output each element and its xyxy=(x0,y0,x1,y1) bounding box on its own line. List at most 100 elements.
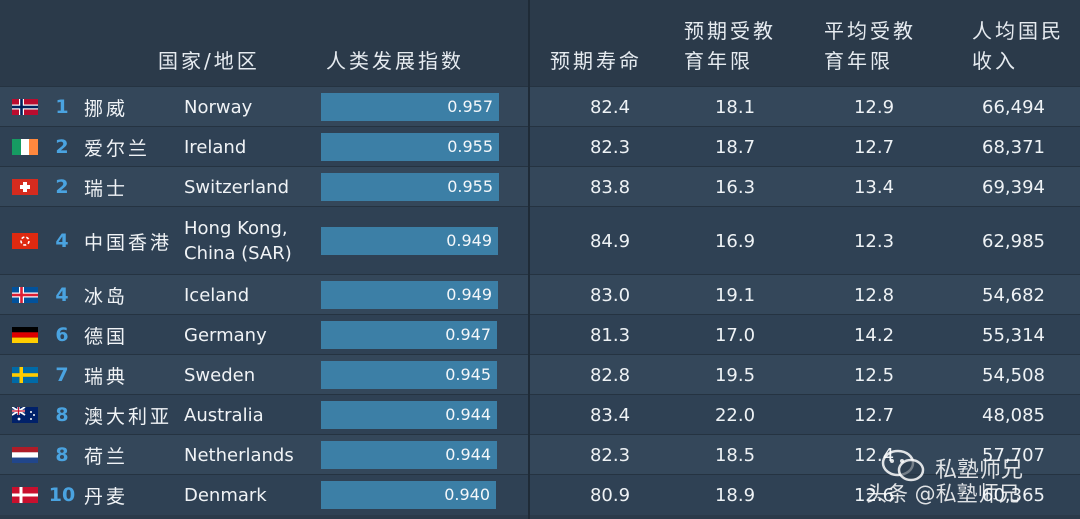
table-row: 8 荷兰 Netherlands 0.944 82.3 18.5 12.4 57,707 xyxy=(0,434,1080,475)
expected-schooling-value: 16.9 xyxy=(714,230,756,252)
country-name-en: Hong Kong, China (SAR) xyxy=(184,218,292,264)
mean-schooling-value: 12.8 xyxy=(853,284,895,306)
hdi-value-label: 0.945 xyxy=(445,365,491,384)
gni-value: 54,682 xyxy=(982,284,1045,306)
country-name-cn: 澳大利亚 xyxy=(84,405,173,428)
country-name-en: Australia xyxy=(184,404,264,426)
wechat-icon xyxy=(881,449,925,482)
rank-label: 2 xyxy=(55,136,69,158)
expected-schooling-value: 18.5 xyxy=(714,444,756,466)
country-name-cn: 瑞士 xyxy=(84,177,129,200)
country-name-en: Switzerland xyxy=(184,176,289,198)
mean-schooling-value: 12.3 xyxy=(853,230,895,252)
hdi-value-label: 0.949 xyxy=(446,285,492,304)
mean-schooling-value: 12.5 xyxy=(853,364,895,386)
hdi-bar: 0.940 xyxy=(321,481,496,509)
mean-schooling-value: 12.7 xyxy=(853,136,895,158)
hdi-bar: 0.949 xyxy=(321,281,498,309)
hdi-bar-cell: 0.947 xyxy=(321,315,499,355)
rank-label: 8 xyxy=(55,444,69,466)
hdi-bar-cell: 0.940 xyxy=(321,475,499,515)
header-expected-schooling: 预期受教 育年限 xyxy=(684,19,776,73)
mean-schooling-value: 14.2 xyxy=(853,324,895,346)
mean-schooling-value: 12.9 xyxy=(853,96,895,118)
country-name-en: Norway xyxy=(184,96,253,118)
hdi-bar: 0.947 xyxy=(321,321,497,349)
rank-label: 10 xyxy=(48,484,76,506)
life-expectancy-value: 82.3 xyxy=(589,444,631,466)
country-name-cn: 冰岛 xyxy=(84,285,129,308)
country-name-en: Netherlands xyxy=(184,444,294,466)
life-expectancy-value: 82.4 xyxy=(589,96,631,118)
life-expectancy-value: 82.3 xyxy=(589,136,631,158)
hdi-bar-cell: 0.955 xyxy=(321,167,499,207)
expected-schooling-value: 18.1 xyxy=(714,96,756,118)
expected-schooling-value: 18.7 xyxy=(714,136,756,158)
expected-schooling-value: 18.9 xyxy=(714,484,756,506)
table-row: 6 德国 Germany 0.947 81.3 17.0 14.2 55,314 xyxy=(0,314,1080,355)
rank-label: 4 xyxy=(55,230,69,252)
gni-value: 55,314 xyxy=(982,324,1045,346)
expected-schooling-value: 19.5 xyxy=(714,364,756,386)
australia-flag-icon xyxy=(12,407,38,423)
hdi-bar: 0.955 xyxy=(321,173,499,201)
header-hdi: 人类发展指数 xyxy=(326,49,464,73)
hdi-bar: 0.945 xyxy=(321,361,497,389)
life-expectancy-value: 81.3 xyxy=(589,324,631,346)
rank-label: 6 xyxy=(55,324,69,346)
life-expectancy-value: 83.4 xyxy=(589,404,631,426)
table-header: 国家/地区 人类发展指数 预期寿命 预期受教 育年限 平均受教 育年限 人均国民… xyxy=(0,0,1080,86)
hdi-value-label: 0.940 xyxy=(444,485,490,504)
hdi-bar-cell: 0.944 xyxy=(321,435,499,475)
hdi-bar: 0.955 xyxy=(321,133,499,161)
country-name-cn: 丹麦 xyxy=(84,485,129,508)
hdi-bar: 0.949 xyxy=(321,227,498,255)
table-row: 4 冰岛 Iceland 0.949 83.0 19.1 12.8 54,682 xyxy=(0,274,1080,315)
hdi-value-label: 0.944 xyxy=(445,445,491,464)
gni-value: 48,085 xyxy=(982,404,1045,426)
watermark-handle: 头条 @私塾师兄 xyxy=(866,482,1020,506)
country-name-en: Denmark xyxy=(184,484,267,506)
hongkong-flag-icon xyxy=(12,233,38,249)
rank-label: 8 xyxy=(55,404,69,426)
expected-schooling-value: 16.3 xyxy=(714,176,756,198)
header-mean-schooling: 平均受教 育年限 xyxy=(824,19,916,73)
gni-value: 57,707 xyxy=(982,444,1045,466)
life-expectancy-value: 84.9 xyxy=(589,230,631,252)
hdi-bar-cell: 0.944 xyxy=(321,395,499,435)
gni-value: 69,394 xyxy=(982,176,1045,198)
rank-label: 1 xyxy=(55,96,69,118)
table-row: 4 中国香港 Hong Kong, China (SAR) 0.949 84.9 16.9… xyxy=(0,206,1080,275)
norway-flag-icon xyxy=(12,99,38,115)
country-name-cn: 爱尔兰 xyxy=(84,137,151,160)
table-row: 2 瑞士 Switzerland 0.955 83.8 16.3 13.4 69,394 xyxy=(0,166,1080,207)
hdi-bar-cell: 0.955 xyxy=(321,127,499,167)
country-name-en: Germany xyxy=(184,324,267,346)
gni-value: 54,508 xyxy=(982,364,1045,386)
hdi-value-label: 0.949 xyxy=(446,231,492,250)
table-row: 8 澳大利亚 Australia 0.944 83.4 22.0 12.7 48,085 xyxy=(0,394,1080,435)
hdi-bar-cell: 0.945 xyxy=(321,355,499,395)
gni-value: 62,985 xyxy=(982,230,1045,252)
country-name-cn: 德国 xyxy=(84,325,129,348)
life-expectancy-value: 80.9 xyxy=(589,484,631,506)
hdi-bar-cell: 0.949 xyxy=(321,275,499,315)
expected-schooling-value: 22.0 xyxy=(714,404,756,426)
hdi-value-label: 0.955 xyxy=(447,177,493,196)
table-row: 7 瑞典 Sweden 0.945 82.8 19.5 12.5 54,508 xyxy=(0,354,1080,395)
country-name-cn: 挪威 xyxy=(84,97,129,120)
rank-label: 2 xyxy=(55,176,69,198)
table-row: 1 挪威 Norway 0.957 82.4 18.1 12.9 66,494 xyxy=(0,86,1080,127)
gni-value: 60,365 xyxy=(982,484,1045,506)
country-name-cn: 荷兰 xyxy=(84,445,129,468)
column-divider xyxy=(528,0,530,519)
expected-schooling-value: 17.0 xyxy=(714,324,756,346)
rank-label: 4 xyxy=(55,284,69,306)
hdi-bar-cell: 0.949 xyxy=(321,207,499,275)
hdi-value-label: 0.947 xyxy=(445,325,491,344)
mean-schooling-value: 12.7 xyxy=(853,404,895,426)
expected-schooling-value: 19.1 xyxy=(714,284,756,306)
life-expectancy-value: 83.0 xyxy=(589,284,631,306)
hdi-value-label: 0.957 xyxy=(447,97,493,116)
country-name-cn: 瑞典 xyxy=(84,365,129,388)
